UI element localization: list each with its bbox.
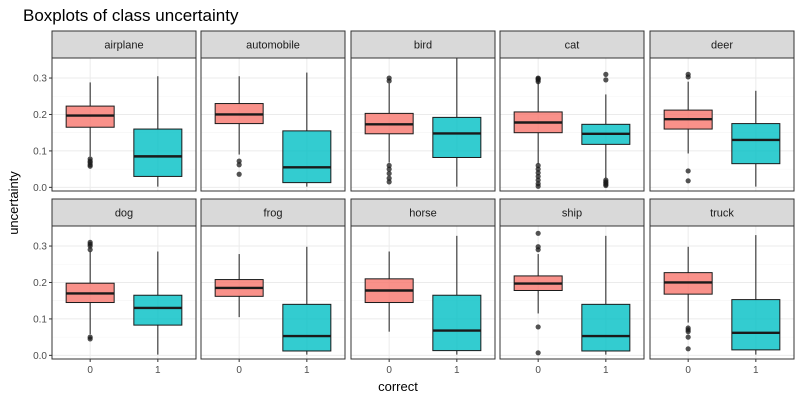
strip-background [51, 198, 197, 227]
box-iqr [731, 123, 781, 165]
facet-horse: horse 0 1 [350, 198, 496, 376]
box-iqr [282, 303, 332, 352]
outlier-point [87, 336, 93, 342]
outlier-point [603, 71, 609, 77]
facet-automobile: automobile [200, 30, 346, 192]
strip-label: horse [409, 208, 437, 220]
facet-frog: frog 0 1 [200, 198, 346, 376]
outlier-point [535, 247, 541, 253]
outlier-point [386, 175, 392, 181]
strip-background [350, 30, 496, 59]
strip-background [499, 198, 645, 227]
y-tick-label: 0.3 [33, 242, 47, 253]
x-tick-label: 0 [87, 365, 93, 376]
y-tick-label: 0.2 [33, 278, 47, 289]
x-tick-label: 1 [753, 365, 759, 376]
strip-label: automobile [246, 40, 300, 52]
x-axis-title: correct [378, 379, 418, 394]
y-tick-label: 0.1 [33, 146, 47, 157]
outlier-point [236, 162, 242, 168]
box-iqr [133, 294, 183, 326]
x-tick-label: 1 [304, 365, 310, 376]
outlier-point [535, 166, 541, 172]
facet-dog: dog 0.0 0.1 0.2 0.3 0 1 [33, 198, 197, 376]
strip-background [200, 30, 346, 59]
outlier-point [87, 247, 93, 253]
y-tick-label: 0.0 [33, 183, 47, 194]
x-tick-label: 0 [535, 365, 541, 376]
strip-label: cat [565, 40, 580, 52]
outlier-point [535, 79, 541, 85]
x-tick-label: 0 [236, 365, 242, 376]
outlier-point [685, 346, 691, 352]
strip-label: ship [562, 208, 582, 220]
facet-deer: deer [649, 30, 795, 192]
outlier-point [535, 162, 541, 169]
strip-background [51, 30, 197, 59]
outlier-point [535, 183, 541, 189]
strip-background [499, 30, 645, 59]
strip-background [649, 198, 795, 227]
outlier-point [535, 177, 541, 183]
outlier-point [386, 170, 392, 177]
outlier-point [685, 168, 691, 174]
strip-label: dog [115, 208, 133, 220]
outlier-point [535, 324, 541, 330]
y-axis-title: uncertainty [6, 171, 21, 235]
outlier-point [685, 74, 691, 80]
chart-title: Boxplots of class uncertainty [23, 6, 239, 25]
outlier-point [535, 170, 541, 176]
facet-bird: bird [350, 30, 496, 192]
strip-background [649, 30, 795, 59]
outlier-point [603, 77, 609, 83]
outlier-point [87, 243, 93, 249]
box-iqr [432, 294, 482, 352]
x-tick-label: 1 [454, 365, 460, 376]
outlier-point [386, 166, 392, 172]
outlier-point [535, 230, 541, 236]
outlier-point [87, 163, 93, 169]
facet-truck: truck 0 1 [649, 198, 795, 376]
outlier-point [603, 182, 609, 189]
box-iqr [731, 299, 781, 351]
outlier-point [535, 173, 541, 180]
x-tick-label: 0 [685, 365, 691, 376]
x-tick-label: 0 [386, 365, 392, 376]
outlier-point [386, 179, 392, 185]
facet-cat: cat [499, 30, 645, 192]
y-tick-label: 0.0 [33, 351, 47, 362]
box-iqr [282, 130, 332, 184]
box-iqr [133, 128, 183, 177]
strip-label: airplane [104, 40, 143, 52]
strip-label: bird [414, 40, 432, 52]
strip-label: frog [264, 208, 283, 220]
facet-airplane: airplane 0.0 0.1 0.2 0.3 [33, 30, 197, 194]
strip-label: truck [710, 208, 734, 220]
box-iqr [581, 303, 631, 352]
outlier-point [535, 350, 541, 356]
facet-ship: ship 0 1 [499, 198, 645, 376]
y-tick-label: 0.2 [33, 110, 47, 121]
outlier-point [236, 171, 242, 177]
outlier-point [685, 178, 691, 184]
y-tick-label: 0.1 [33, 314, 47, 325]
strip-background [350, 198, 496, 227]
outlier-point [685, 329, 691, 335]
outlier-point [386, 162, 392, 169]
x-tick-label: 1 [603, 365, 609, 376]
outlier-point [386, 78, 392, 84]
facet-panels: airplane 0.0 0.1 0.2 0.3 automobile bird cat dee… [33, 30, 795, 376]
outlier-point [236, 158, 242, 164]
box-iqr [432, 116, 482, 158]
y-tick-label: 0.3 [33, 74, 47, 85]
strip-label: deer [711, 40, 733, 52]
outlier-point [685, 334, 691, 340]
x-tick-label: 1 [155, 365, 161, 376]
strip-background [200, 198, 346, 227]
